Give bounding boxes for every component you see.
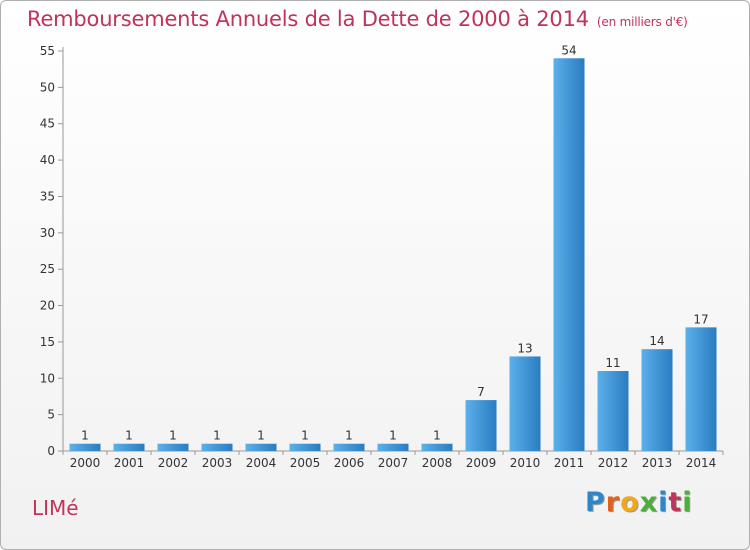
logo-letter: i [682,487,693,518]
logo-letter: i [658,487,669,518]
y-tick-label: 50 [40,80,55,94]
bar-2005 [289,443,321,451]
x-tick-label: 2007 [378,456,409,470]
value-label: 13 [517,341,532,355]
x-tick-label: 2005 [290,456,321,470]
value-label: 1 [345,429,353,443]
bar-2013 [641,349,673,451]
logo-letter: o [620,487,640,518]
x-tick-label: 2000 [70,456,101,470]
x-tick-label: 2006 [334,456,365,470]
bar-2004 [245,443,277,451]
y-tick-label: 35 [40,189,55,203]
bar-2006 [333,443,365,451]
bar-2000 [69,443,101,451]
bar-2010 [509,356,541,451]
x-tick-label: 2009 [466,456,497,470]
x-tick-label: 2003 [202,456,233,470]
bar-2003 [201,443,233,451]
y-tick-label: 0 [47,444,55,458]
axes: 0 5 10 15 20 25 30 35 40 45 50 55 [40,44,724,458]
y-tick-label: 45 [40,117,55,131]
x-tick-label: 2010 [510,456,541,470]
bar-2007 [377,443,409,451]
x-tick-label: 2001 [114,456,145,470]
value-label: 1 [301,429,309,443]
y-tick-label: 15 [40,335,55,349]
value-label: 1 [389,429,397,443]
x-tick-label: 2013 [642,456,673,470]
value-label: 7 [477,385,485,399]
logo-letter: P [585,487,606,518]
bar-2012 [597,371,629,451]
bar-2001 [113,443,145,451]
y-tick-label: 30 [40,226,55,240]
value-label: 54 [561,43,576,57]
y-tick-label: 10 [40,371,55,385]
y-tick-label: 55 [40,44,55,58]
logo-letter: x [639,487,659,518]
x-tick-label: 2008 [422,456,453,470]
value-label: 1 [213,429,221,443]
bar-2002 [157,443,189,451]
value-label: 11 [605,356,620,370]
commune-name: LIMé [32,496,79,520]
y-tick-label: 20 [40,299,55,313]
chart-title: Remboursements Annuels de la Dette de 20… [27,7,688,31]
proxiti-logo: Proxiti [585,487,693,518]
value-label: 1 [257,429,265,443]
x-tick-label: 2011 [554,456,585,470]
bar-2009 [465,400,497,451]
bar-2011 [553,58,585,451]
bar-2008 [421,443,453,451]
value-label: 1 [433,429,441,443]
value-label: 1 [81,429,89,443]
bars [69,58,717,451]
value-label: 17 [693,312,708,326]
bar-2014 [685,327,717,451]
y-tick-label: 5 [47,408,55,422]
x-tick-label: 2004 [246,456,277,470]
value-label: 1 [169,429,177,443]
labels: 2000 1 2001 1 2002 1 2003 1 2004 1 2005 1 2006 1 2007 1… [70,43,717,470]
x-tick-label: 2002 [158,456,189,470]
x-tick-label: 2014 [686,456,717,470]
logo-letter: t [668,487,683,518]
value-label: 1 [125,429,133,443]
x-tick-label: 2012 [598,456,629,470]
logo-letter: r [605,487,621,518]
chart-unit: (en milliers d'€) [596,15,688,29]
y-tick-label: 25 [40,262,55,276]
y-tick-label: 40 [40,153,55,167]
chart-title-text: Remboursements Annuels de la Dette de 20… [27,7,589,31]
value-label: 14 [649,334,664,348]
